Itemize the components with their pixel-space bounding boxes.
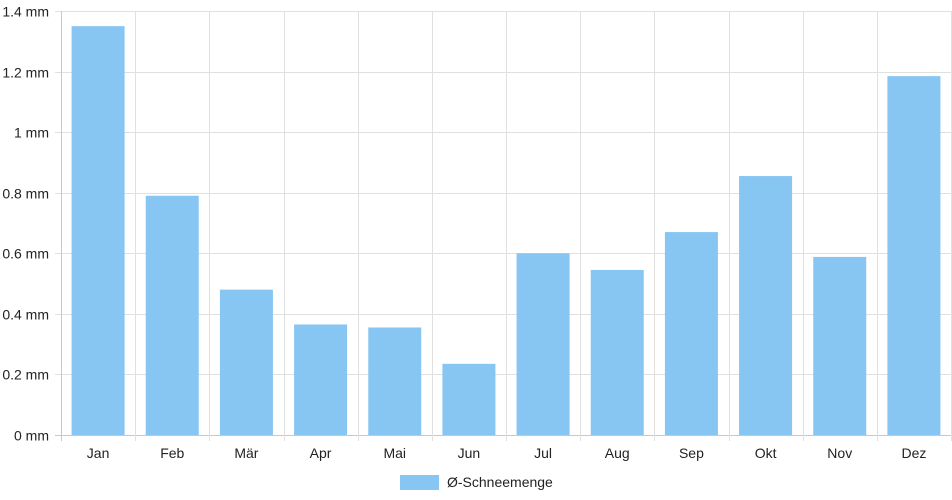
x-tick-label: Mai — [383, 445, 406, 461]
bar-okt[interactable] — [739, 176, 793, 436]
legend-label[interactable]: Ø-Schneemenge — [447, 474, 553, 490]
x-tick-label: Dez — [901, 445, 926, 461]
y-axis-ticks: 0 mm 0.2 mm 0.4 mm 0.6 mm 0.8 mm 1 mm 1.2 mm 1.… — [2, 4, 49, 444]
bar-sep[interactable] — [664, 232, 718, 435]
y-tick-label: 0.4 mm — [2, 307, 49, 323]
y-tick-label: 0.2 mm — [2, 367, 49, 383]
y-tick-label: 1 mm — [14, 125, 49, 141]
bar-mär[interactable] — [219, 289, 273, 435]
x-tick-label: Okt — [755, 445, 777, 461]
x-tick-label: Feb — [160, 445, 184, 461]
y-tick-label: 1.2 mm — [2, 65, 49, 81]
chart-grid — [55, 11, 952, 441]
x-tick-label: Aug — [605, 445, 630, 461]
legend-swatch[interactable] — [400, 475, 439, 490]
bar-jul[interactable] — [516, 253, 570, 435]
y-tick-label: 0 mm — [14, 428, 49, 444]
bar-nov[interactable] — [813, 256, 867, 435]
y-tick-label: 1.4 mm — [2, 4, 49, 20]
bar-mai[interactable] — [368, 327, 422, 435]
y-tick-label: 0.8 mm — [2, 186, 49, 202]
bar-dez[interactable] — [887, 76, 941, 435]
x-tick-label: Jan — [87, 445, 110, 461]
bar-aug[interactable] — [590, 269, 644, 435]
chart-bars — [71, 26, 941, 436]
bar-jun[interactable] — [442, 363, 496, 435]
x-tick-label: Jul — [534, 445, 552, 461]
x-tick-label: Sep — [679, 445, 704, 461]
x-tick-label: Mär — [234, 445, 258, 461]
x-tick-label: Nov — [827, 445, 852, 461]
x-tick-label: Jun — [458, 445, 481, 461]
bar-apr[interactable] — [294, 324, 348, 435]
y-tick-label: 0.6 mm — [2, 246, 49, 262]
x-axis-ticks: Jan Feb Mär Apr Mai Jun Jul Aug Sep Okt Nov Dez — [87, 445, 927, 461]
bar-feb[interactable] — [145, 195, 199, 435]
chart-legend[interactable]: Ø-Schneemenge — [400, 474, 553, 490]
x-tick-label: Apr — [310, 445, 332, 461]
bar-jan[interactable] — [71, 26, 125, 436]
